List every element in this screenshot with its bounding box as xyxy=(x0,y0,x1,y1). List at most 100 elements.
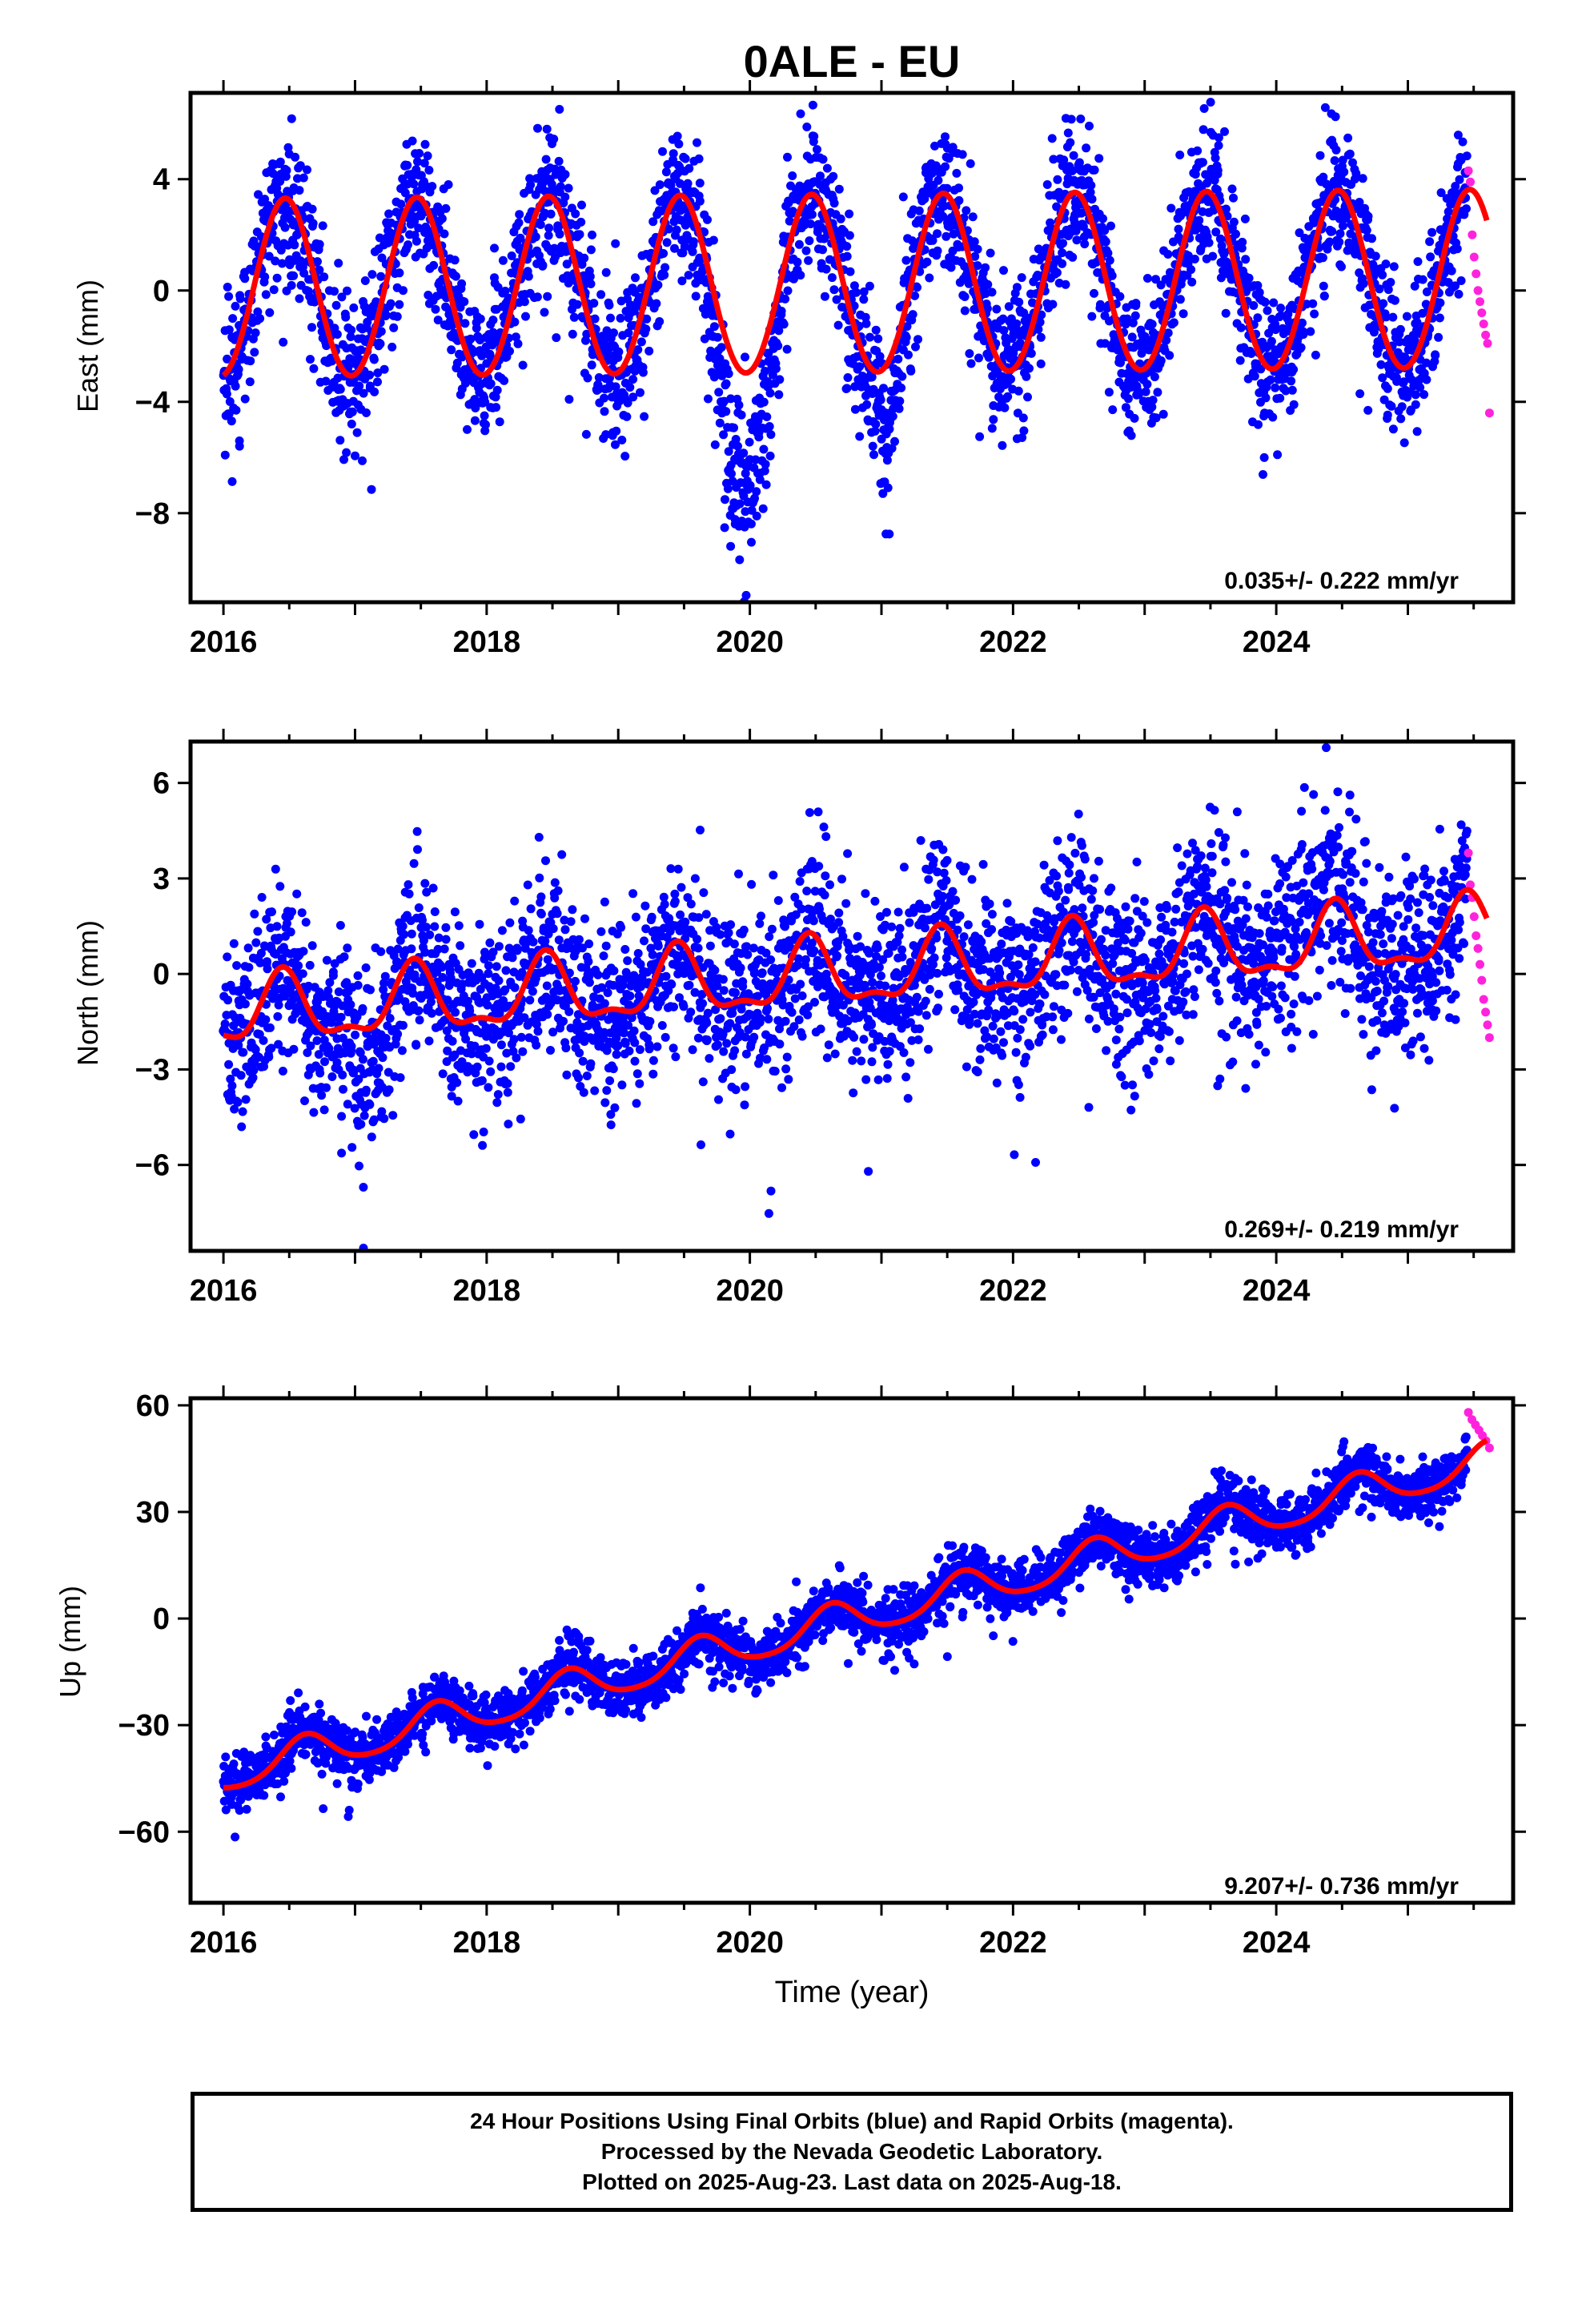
east-final-point xyxy=(556,182,565,191)
east-final-point xyxy=(1260,297,1270,307)
east-final-point xyxy=(873,334,883,344)
north-final-point xyxy=(301,918,311,927)
east-final-point xyxy=(1318,253,1327,263)
north-final-point xyxy=(328,971,338,980)
east-final-point xyxy=(681,154,690,163)
east-final-point xyxy=(437,214,447,223)
east-final-point xyxy=(542,124,552,134)
east-final-point xyxy=(1249,301,1259,310)
east-final-point xyxy=(822,163,832,173)
north-final-point xyxy=(393,1029,403,1039)
north-final-point xyxy=(571,976,580,986)
north-final-point xyxy=(426,997,436,1007)
east-final-point xyxy=(220,450,230,460)
north-final-point xyxy=(494,942,504,951)
east-final-point xyxy=(879,384,888,393)
east-final-point xyxy=(546,209,556,219)
north-final-point xyxy=(528,937,538,947)
east-final-point xyxy=(700,334,709,344)
east-final-point xyxy=(928,235,938,245)
east-final-point xyxy=(1241,255,1251,264)
east-final-point xyxy=(1108,405,1118,415)
east-final-point xyxy=(1193,146,1203,155)
east-final-point xyxy=(759,397,769,407)
north-final-point xyxy=(543,1010,552,1019)
east-final-point xyxy=(1158,409,1168,419)
east-final-point xyxy=(731,435,741,444)
north-final-point xyxy=(677,883,686,892)
east-final-point xyxy=(279,337,288,347)
north-final-point xyxy=(300,1096,309,1106)
east-final-point xyxy=(1080,239,1090,249)
east-final-point xyxy=(516,233,525,243)
north-final-point xyxy=(671,1052,681,1062)
north-final-point xyxy=(816,1024,825,1034)
east-final-point xyxy=(1175,151,1185,159)
north-final-point xyxy=(705,941,715,951)
east-final-point xyxy=(890,436,899,446)
north-final-point xyxy=(542,981,552,991)
east-final-point xyxy=(291,152,300,162)
north-final-point xyxy=(739,925,749,935)
east-final-point xyxy=(987,287,997,297)
east-final-point xyxy=(1042,180,1052,189)
east-final-point xyxy=(549,243,559,253)
east-final-point xyxy=(1174,224,1183,234)
east-final-point xyxy=(922,257,932,267)
east-final-point xyxy=(1068,252,1078,262)
east-final-point xyxy=(633,345,643,355)
north-final-point xyxy=(635,1045,644,1055)
east-x-tick-label: 2020 xyxy=(716,625,784,659)
east-final-point xyxy=(834,184,844,194)
north-final-point xyxy=(267,907,276,917)
north-final-point xyxy=(322,955,331,965)
north-final-point xyxy=(814,862,824,871)
east-final-point xyxy=(1153,388,1162,397)
east-final-point xyxy=(1141,387,1150,396)
north-final-point xyxy=(454,921,464,931)
north-final-point xyxy=(533,1027,543,1036)
north-final-point xyxy=(644,1044,654,1054)
east-final-point xyxy=(1411,400,1420,409)
north-final-point xyxy=(766,955,776,964)
east-final-point xyxy=(1076,115,1086,123)
east-final-point xyxy=(773,341,783,351)
east-final-point xyxy=(1397,402,1407,412)
east-final-point xyxy=(235,436,244,445)
north-final-point xyxy=(272,922,282,931)
north-final-point xyxy=(351,1030,360,1039)
east-final-point xyxy=(1447,266,1456,275)
east-final-point xyxy=(1383,384,1392,393)
east-final-point xyxy=(911,342,920,352)
east-final-point xyxy=(1306,327,1315,336)
east-final-point xyxy=(1086,187,1095,197)
east-final-point xyxy=(1052,202,1062,211)
east-final-point xyxy=(775,375,785,384)
east-final-point xyxy=(793,257,802,267)
east-rapid-point xyxy=(1473,286,1483,296)
north-final-point xyxy=(493,1090,503,1100)
east-final-point xyxy=(867,372,877,382)
east-final-point xyxy=(466,334,476,344)
north-final-point xyxy=(241,1095,251,1104)
east-final-point xyxy=(1363,405,1373,415)
east-final-point xyxy=(540,308,549,317)
east-final-point xyxy=(761,460,770,469)
north-final-point xyxy=(740,1100,749,1110)
east-final-point xyxy=(1019,308,1029,318)
north-final-point xyxy=(782,1052,792,1062)
east-final-point xyxy=(572,300,582,309)
north-final-point xyxy=(452,1078,462,1088)
north-final-point xyxy=(648,1055,658,1065)
north-final-point xyxy=(240,999,250,1009)
north-final-point xyxy=(719,1047,729,1056)
north-final-point xyxy=(299,947,308,956)
north-final-point xyxy=(239,1047,248,1057)
east-final-point xyxy=(261,290,271,300)
north-final-point xyxy=(810,998,819,1007)
east-final-point xyxy=(642,314,652,324)
north-final-point xyxy=(738,977,748,987)
east-final-point xyxy=(488,316,498,325)
north-final-point xyxy=(374,1063,383,1073)
north-final-point xyxy=(467,959,476,968)
